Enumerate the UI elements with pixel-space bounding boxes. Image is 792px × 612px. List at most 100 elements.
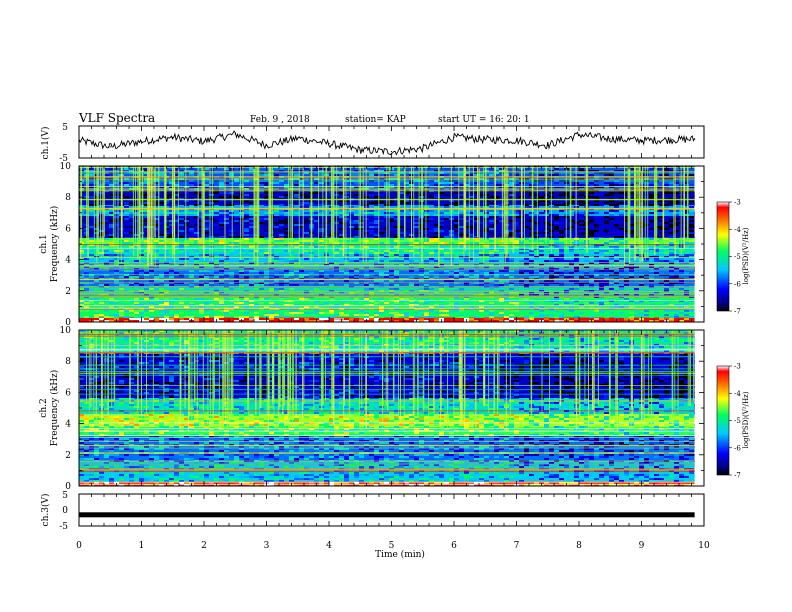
ch1-spectrogram-cell <box>179 258 184 260</box>
ch1-spectrogram-cell <box>474 220 479 222</box>
ch1-spectrogram-cell <box>79 282 84 284</box>
ch1-spectrogram-cell <box>194 280 199 282</box>
ch1-spectrogram-cell <box>614 234 619 236</box>
ch1-spectrogram-cell <box>279 268 284 270</box>
ch1-spectrogram-cell <box>509 252 514 254</box>
ch1-spectrogram-cell <box>89 288 94 290</box>
ch1-spectrogram-cell <box>514 212 519 214</box>
ch1-spectrogram-cell <box>339 192 344 194</box>
ch1-spectrogram-cell <box>544 256 549 258</box>
ch1-spectrogram-cell <box>149 288 154 290</box>
ch1-spectrogram-cell <box>194 202 199 204</box>
ch1-spectrogram-cell <box>199 266 204 268</box>
ch1-spectrogram-cell <box>394 272 399 274</box>
ch1-spectrogram-cell <box>114 214 119 216</box>
ch1-spectrogram-cell <box>539 218 544 220</box>
ch1-spectrogram-cell <box>479 300 484 302</box>
ch1-spectrogram-cell <box>229 306 234 308</box>
ch1-spectrogram-cell <box>389 288 394 290</box>
ch1-spectrogram-cell <box>219 294 224 296</box>
ch1-spectrogram-cell <box>234 304 239 306</box>
ch1-spectrogram-cell <box>534 194 539 196</box>
ch1-spectrogram-cell <box>399 258 404 260</box>
ch1-spectrogram-cell <box>544 280 549 282</box>
ch1-spectrogram-cell <box>304 196 309 198</box>
ch1-spectrogram-cell <box>254 260 259 262</box>
ch1-spectrogram-cell <box>374 200 379 202</box>
ch1-spectrogram-cell <box>204 320 209 322</box>
ch1-spectrogram-cell <box>249 260 254 262</box>
ch1-spectrogram-cell <box>609 246 614 248</box>
ch1-spectrogram-cell <box>514 244 519 246</box>
ch1-spectrogram-cell <box>504 288 509 290</box>
ch1-spectrogram-cell <box>304 320 309 322</box>
ch1-spectrogram-cell <box>314 250 319 252</box>
ch1-spectrogram-cell <box>104 250 109 252</box>
ch1-spectrogram-cell <box>364 300 369 302</box>
ch1-spectrogram-cell <box>304 304 309 306</box>
ch1-spectrogram-cell <box>459 222 464 224</box>
ch1-spectrogram-cell <box>599 262 604 264</box>
ch1-spectrogram-cell <box>474 238 479 240</box>
ch1-spectrogram-cell <box>629 174 634 176</box>
ch1-spectrogram-cell <box>389 240 394 242</box>
ch1-spectrogram-cell <box>229 282 234 284</box>
ch1-spectrogram-cell <box>104 220 109 222</box>
ch1-spectrogram-cell <box>459 166 464 168</box>
ch1-spectrogram-cell <box>539 304 544 306</box>
ch1-spectrogram-cell <box>194 192 199 194</box>
ch1-spectrogram-cell <box>174 182 179 184</box>
ch1-spectrogram-cell <box>579 228 584 230</box>
ch1-spectrogram-cell <box>514 184 519 186</box>
ch1-spectrogram-cell <box>484 248 489 250</box>
ch1-spectrogram-cell <box>394 232 399 234</box>
ch1-spectrogram-cell <box>169 288 174 290</box>
ch1-spectrogram-cell <box>124 240 129 242</box>
ch1-spectrogram-cell <box>569 310 574 312</box>
ch1-spectrogram-cell <box>169 270 174 272</box>
ch1-spectrogram-cell <box>329 298 334 300</box>
ch1-spectrogram-cell <box>604 228 609 230</box>
ch1-spectrogram-cell <box>209 276 214 278</box>
ch1-spectrogram-cell <box>204 196 209 198</box>
ch1-spectrogram-cell <box>524 316 529 318</box>
ch1-spectrogram-cell <box>574 252 579 254</box>
ch1-spectrogram-cell <box>369 300 374 302</box>
ch1-spectrogram-cell <box>184 282 189 284</box>
ch1-spectrogram-cell <box>174 230 179 232</box>
ch1-spectrogram-cell <box>634 310 639 312</box>
ch1-spectrogram-cell <box>229 268 234 270</box>
ch1-spectrogram-cell <box>589 214 594 216</box>
ch1-spectrogram-cell <box>269 232 274 234</box>
ch1-spectrogram-cell <box>184 200 189 202</box>
ch1-spectrogram-cell <box>344 168 349 170</box>
ch1-spectrogram-cell <box>539 276 544 278</box>
ch1-spectrogram-cell <box>144 212 149 214</box>
ch1-spectrogram-cell <box>209 270 214 272</box>
ch1-spectrogram-cell <box>414 304 419 306</box>
ch1-spectrogram-cell <box>614 230 619 232</box>
ch1-spectrogram-cell <box>469 218 474 220</box>
ch1-spectrogram-cell <box>84 290 89 292</box>
ch1-spectrogram-cell <box>529 226 534 228</box>
ch1-spectrogram-cell <box>114 264 119 266</box>
ch1-spectrogram-cell <box>529 212 534 214</box>
ch1-spectrogram-cell <box>509 250 514 252</box>
ch1-spectrogram-cell <box>374 222 379 224</box>
ch1-spectrogram-cell <box>614 304 619 306</box>
ch1-spectrogram-cell <box>359 310 364 312</box>
ch1-spectrogram-cell <box>559 290 564 292</box>
ch1-spectrogram-cell <box>429 236 434 238</box>
ch1-spectrogram-cell <box>409 270 414 272</box>
ch1-spectrogram-cell <box>429 192 434 194</box>
ch1-spectrogram-cell <box>359 254 364 256</box>
ch1-spectrogram-cell <box>614 192 619 194</box>
ch1-spectrogram-cell <box>374 248 379 250</box>
ch1-spectrogram-cell <box>79 310 84 312</box>
ch1-spectrogram-cell <box>289 284 294 286</box>
ch1-spectrogram-cell <box>209 210 214 212</box>
ch1-spectrogram-cell <box>544 292 549 294</box>
ch1-spectrogram-cell <box>434 304 439 306</box>
ch1-spectrogram-cell <box>169 256 174 258</box>
ch1-spectrogram-cell <box>399 168 404 170</box>
